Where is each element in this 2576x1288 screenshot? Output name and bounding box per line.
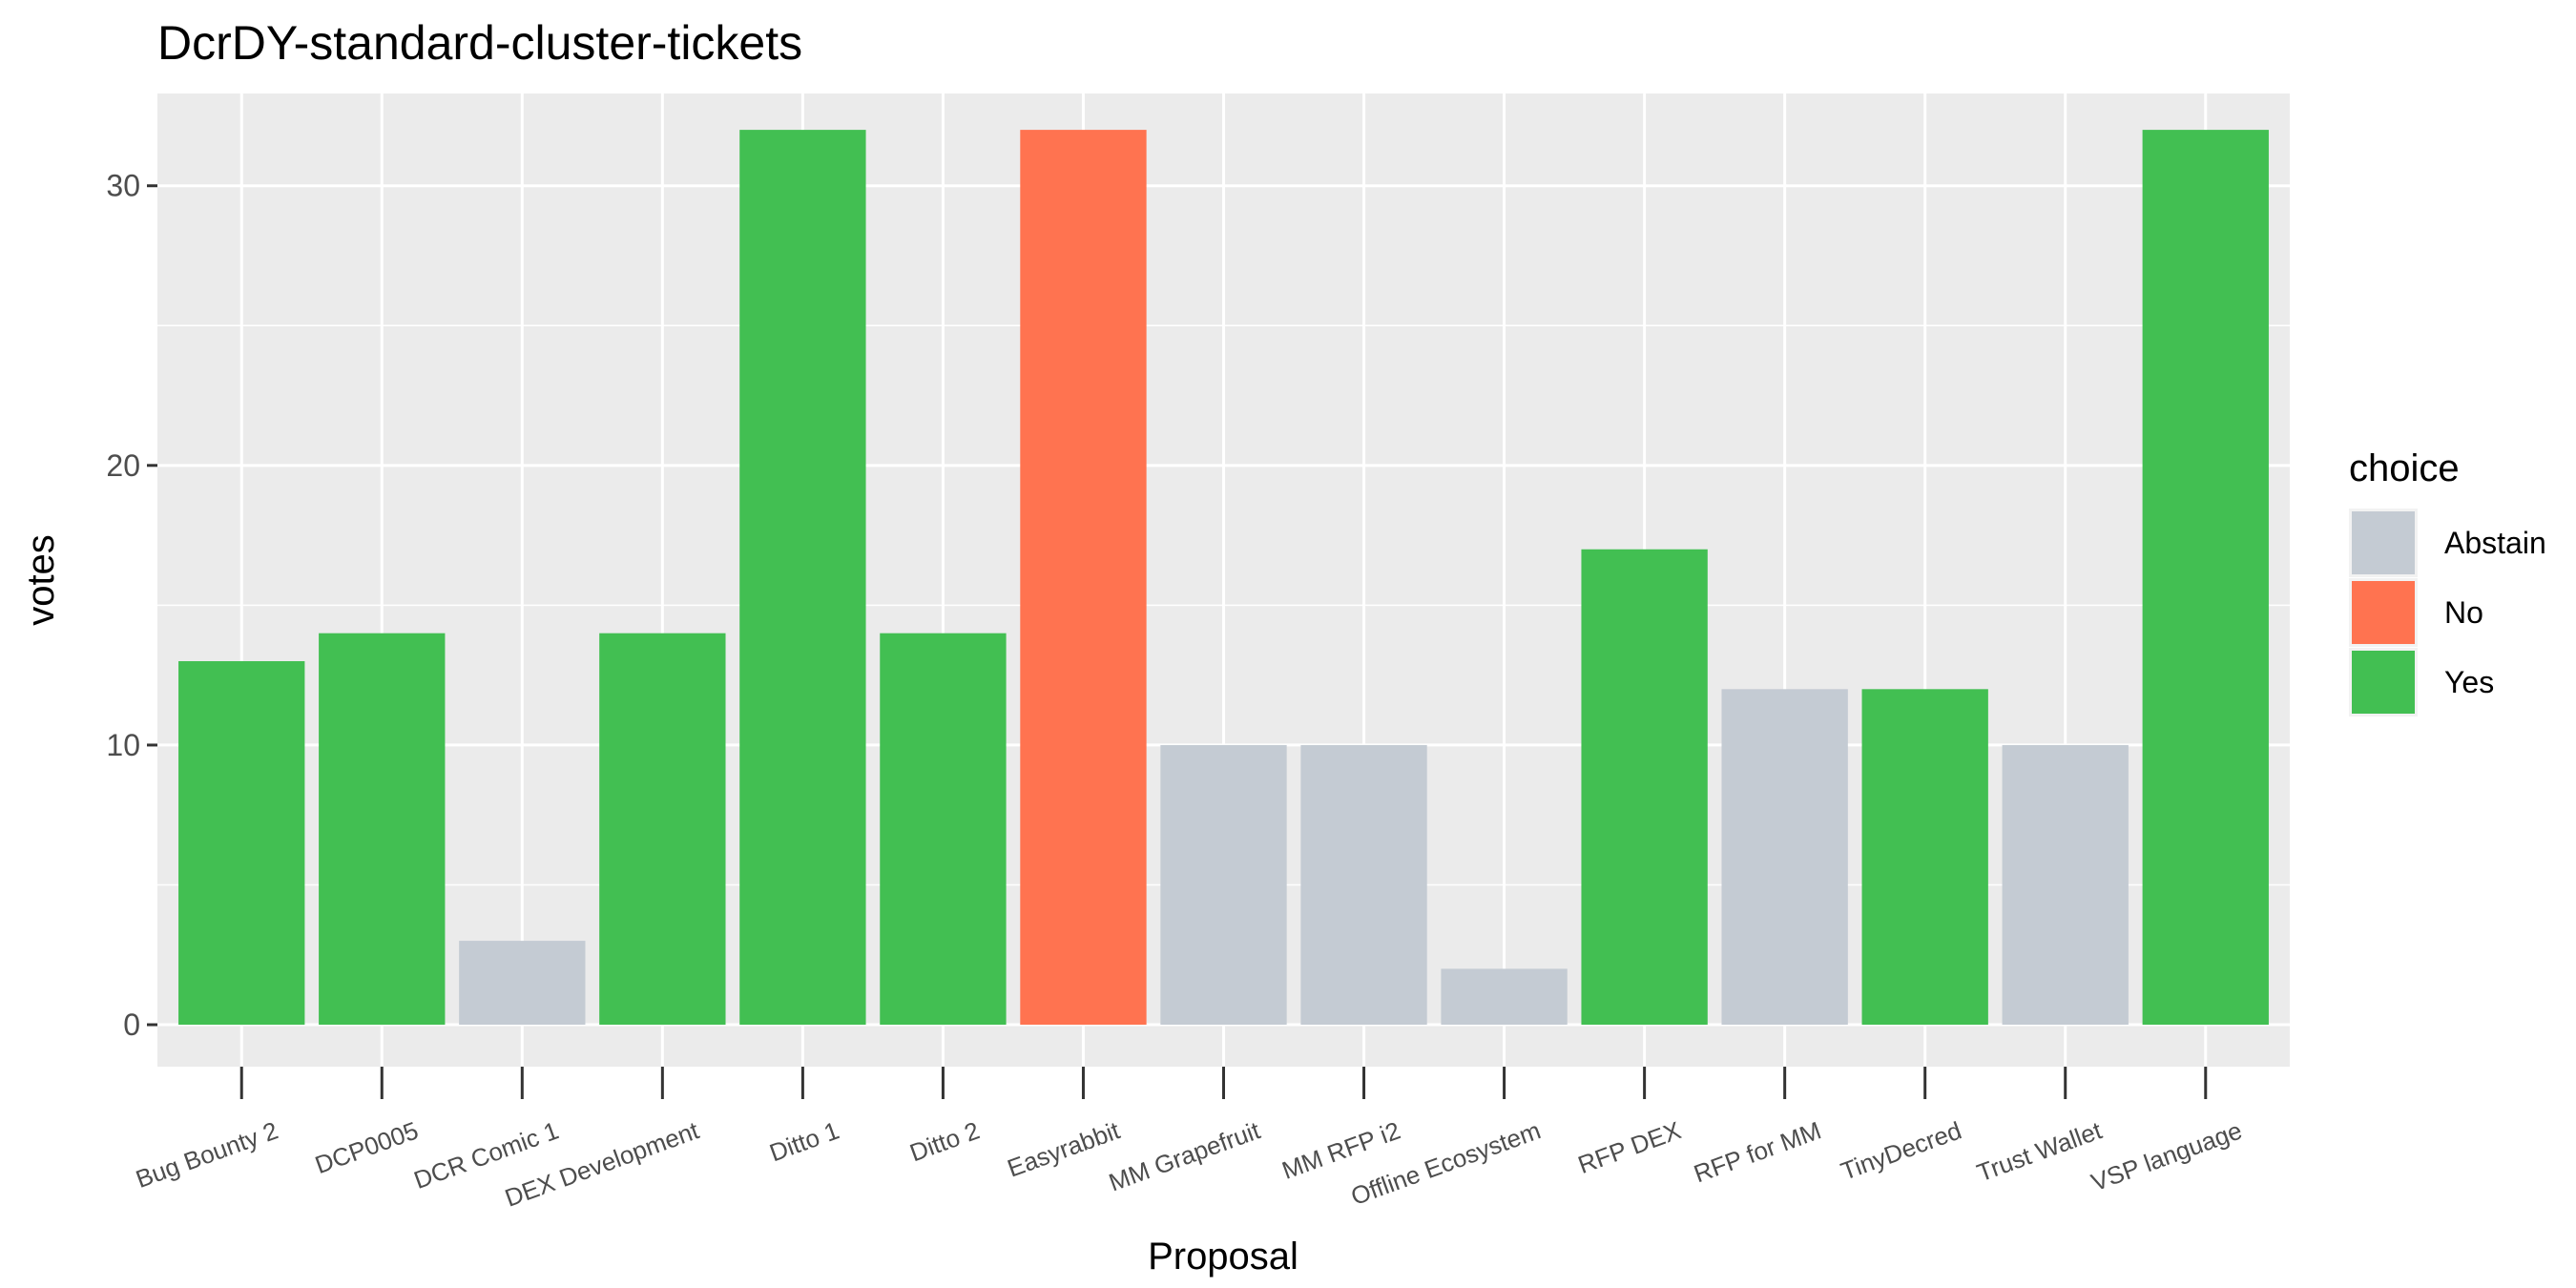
- x-tick-label: Ditto 1: [766, 1115, 843, 1167]
- bar: [880, 633, 1007, 1026]
- x-tick-label: Bug Bounty 2: [132, 1115, 281, 1194]
- legend-swatch: [2352, 581, 2415, 644]
- x-tick-label: RFP for MM: [1690, 1115, 1824, 1188]
- y-tick-label: 20: [106, 448, 140, 483]
- y-axis-title: votes: [20, 534, 62, 626]
- chart-title: DcrDY-standard-cluster-tickets: [157, 16, 802, 70]
- legend-swatch: [2352, 651, 2415, 714]
- bar: [178, 661, 305, 1026]
- y-tick-label: 10: [106, 728, 140, 762]
- legend-label: Yes: [2444, 665, 2494, 699]
- bar: [739, 130, 866, 1026]
- x-axis-title: Proposal: [1148, 1236, 1298, 1278]
- legend-label: No: [2444, 595, 2483, 630]
- bar: [1721, 689, 1848, 1026]
- y-tick-label: 0: [123, 1008, 140, 1042]
- legend: choice Abstain No Yes: [2349, 447, 2546, 717]
- y-tick-label: 30: [106, 169, 140, 203]
- x-tick-label: Trust Wallet: [1973, 1115, 2106, 1187]
- x-tick-label: MM Grapefruit: [1105, 1115, 1264, 1196]
- bar: [2142, 130, 2269, 1026]
- legend-label: Abstain: [2444, 526, 2546, 560]
- bar: [1861, 689, 1988, 1026]
- bar: [2002, 744, 2129, 1026]
- x-tick-label: Ditto 2: [906, 1115, 984, 1167]
- bar: [1020, 130, 1147, 1026]
- bar: [599, 633, 726, 1026]
- bar: [319, 633, 446, 1026]
- x-tick-label: DCP0005: [311, 1115, 422, 1179]
- x-tick-label: RFP DEX: [1574, 1115, 1685, 1179]
- bar: [1160, 744, 1287, 1026]
- y-axis: 0 10 20 30: [106, 169, 157, 1042]
- legend-swatch: [2352, 511, 2415, 574]
- x-tick-label: VSP language: [2088, 1115, 2246, 1196]
- legend-title: choice: [2349, 447, 2460, 489]
- bar: [459, 941, 586, 1026]
- x-tick-label: TinyDecred: [1837, 1115, 1964, 1185]
- bar: [1300, 744, 1427, 1026]
- bar: [1441, 968, 1568, 1026]
- bars: [178, 130, 2269, 1026]
- bar: [1581, 549, 1708, 1026]
